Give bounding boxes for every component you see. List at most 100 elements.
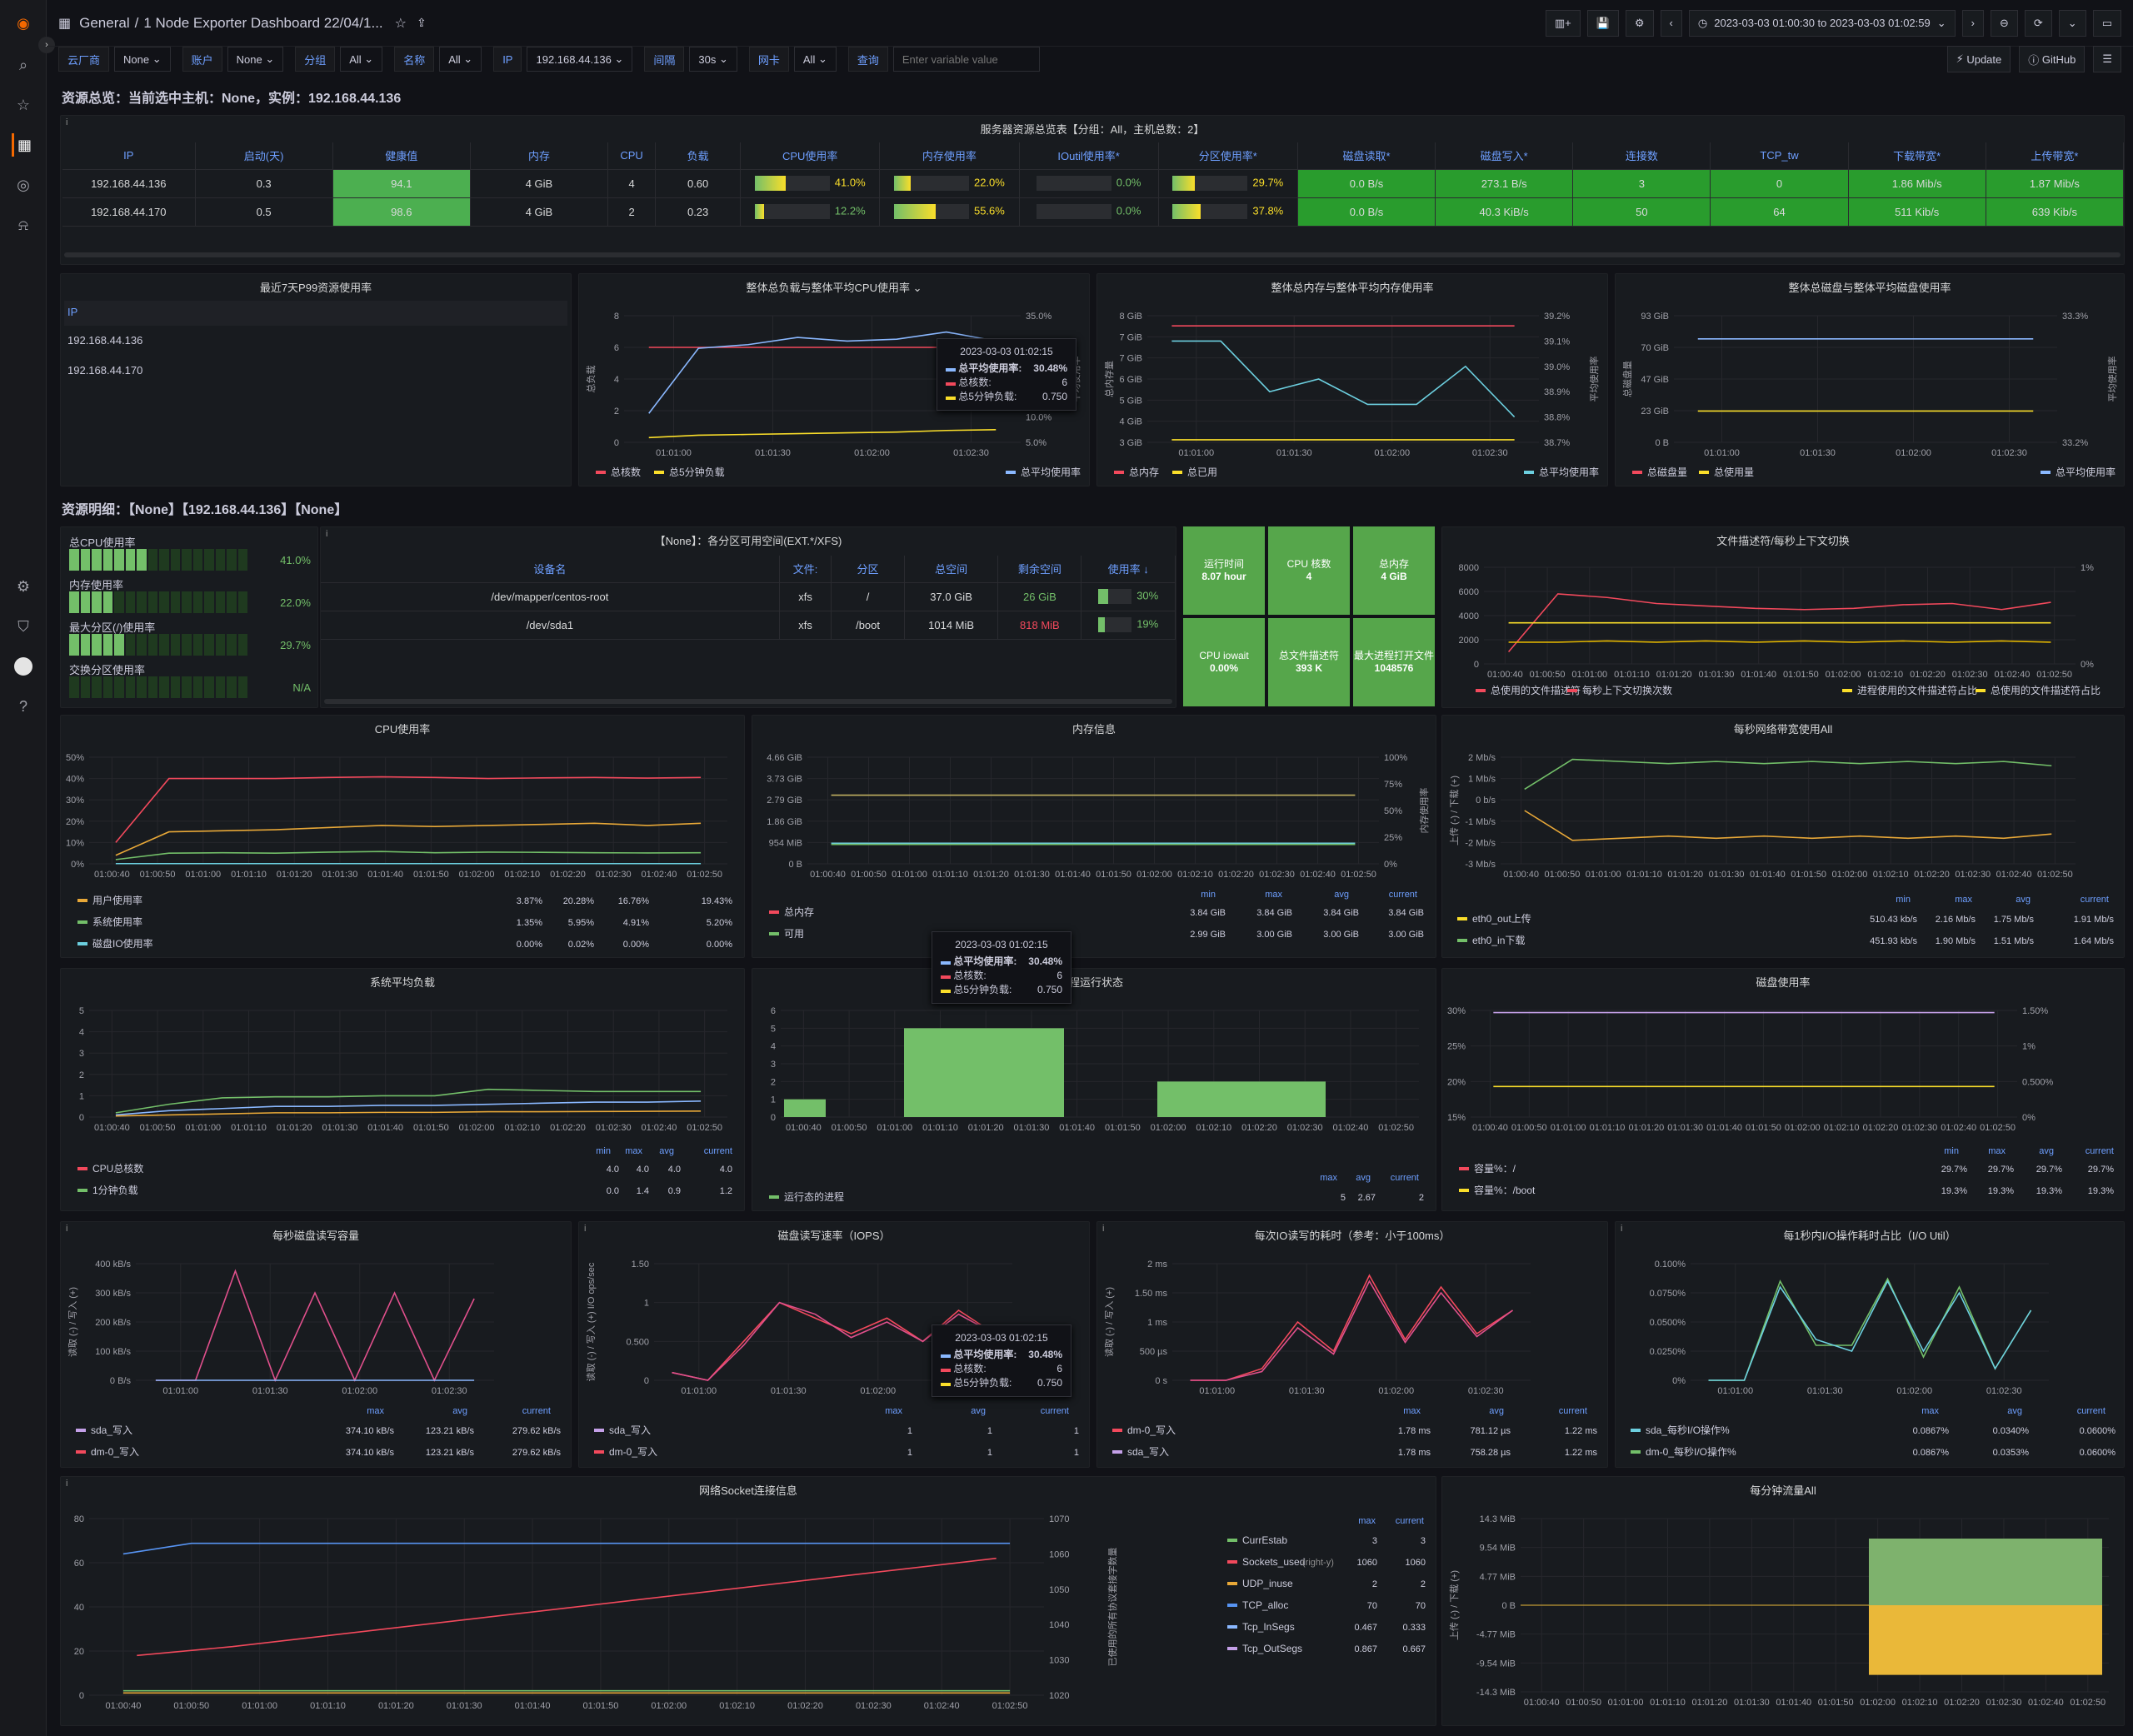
var-select-account[interactable]: None ⌄ [227,47,284,72]
dashboard-title[interactable]: 1 Node Exporter Dashboard 22/04/1... [143,14,383,31]
table-row[interactable]: /dev/mapper/centos-root xfs / 37.0 GiB 2… [321,582,1176,611]
help-icon[interactable]: ? [18,697,27,715]
tv-mode-icon[interactable]: ▭ [2092,9,2121,37]
col-mount[interactable]: 分区 [831,556,905,583]
save-icon[interactable]: 💾 [1586,9,1619,37]
shield-icon[interactable]: ⛉ [17,617,29,635]
info-icon[interactable]: i [584,1224,587,1234]
col-health[interactable]: 健康值 [332,142,471,170]
var-query-input[interactable] [892,47,1040,72]
update-button[interactable]: ⚡ Update [1946,46,2011,72]
col-disk-write[interactable]: 磁盘写入* [1435,142,1574,170]
var-select-name[interactable]: All ⌄ [439,47,482,72]
horizontal-scrollbar[interactable] [324,699,1172,704]
table-row[interactable]: 192.168.44.170 0.5 98.6 4 GiB 2 0.23 12.… [62,197,2124,227]
col-cpu-pct[interactable]: CPU使用率 [740,142,881,170]
row-detail-title[interactable]: 资源明细：【None】【192.168.44.136】【None】 [62,503,348,517]
col-conn[interactable]: 连接数 [1572,142,1711,170]
legend-swatch [1631,1450,1641,1454]
table-row[interactable]: /dev/sda1 xfs /boot 1014 MiB 818 MiB 19% [321,611,1176,640]
refresh-interval-dropdown[interactable]: ⌄ [2058,9,2086,37]
gear-icon[interactable]: ⚙ [16,577,31,595]
col-fs[interactable]: 文件: [779,556,832,583]
bell-icon[interactable]: ⍾ [18,216,28,233]
col-disk-read[interactable]: 磁盘读取* [1297,142,1436,170]
avatar[interactable] [12,655,35,678]
col-free[interactable]: 剩余空间 [997,556,1082,583]
ioutil-chart[interactable]: 0.100% 0.0750% 0.0500% 0.0250% 0% 01:01:00 01:… [1616,1222,2125,1468]
breadcrumb-root[interactable]: General [79,14,130,31]
x-tick-label: 01:02:00 [1151,1123,1186,1133]
iops-chart[interactable]: 1.5010.500001:01:0001:01:3001:02:0001:02… [579,1222,1090,1468]
search-icon[interactable]: ⌕ [18,56,28,73]
list-item[interactable]: 192.168.44.170 [67,364,143,377]
col-down[interactable]: 下载带宽* [1848,142,1986,170]
col-ip[interactable]: IP [62,142,196,170]
expand-nav-icon[interactable]: › [38,37,55,53]
star-icon[interactable]: ☆ [16,96,31,113]
add-panel-button[interactable]: ▥+ [1545,9,1581,37]
time-picker[interactable]: ◷ 2023-03-03 01:00:30 to 2023-03-03 01:02… [1688,9,1956,37]
col-tcp-tw[interactable]: TCP_tw [1710,142,1849,170]
proc-chart[interactable]: 6 5 4 3 2 1 0 01:00:40 01:00:50 01:01:00 01:01:10 0… [752,969,1436,1211]
mem-total-chart[interactable]: 8 GiB 7 GiB 7 GiB 6 GiB 5 GiB 4 GiB 3 GiB 01:01… [1097,274,1608,486]
var-select-nic[interactable]: All ⌄ [793,47,837,72]
flow-chart[interactable]: 14.3 MiB 9.54 MiB 4.77 MiB 0 B -4.77 MiB -9.5… [1442,1477,2125,1726]
info-icon[interactable]: i [66,117,68,127]
info-icon[interactable]: i [66,1479,68,1489]
time-back-button[interactable]: ‹ [1660,9,1682,37]
col-mem-pct[interactable]: 内存使用率 [879,142,1020,170]
col-uptime[interactable]: 启动(天) [195,142,333,170]
time-forward-button[interactable]: › [1961,9,1984,37]
iotime-chart[interactable]: 2 ms 1.50 ms 1 ms 500 µs 0 s 01:01:00 01:01:30… [1097,1222,1608,1468]
cpu-usage-chart[interactable]: 50% 40% 30% 20% 10% 0% 01:00:40 01:00:50 01:01:0… [61,716,745,958]
col-io-pct[interactable]: IOutil使用率* [1019,142,1159,170]
info-icon[interactable]: i [66,1224,68,1234]
refresh-icon[interactable]: ⟳ [2024,9,2052,37]
col-part-pct[interactable]: 分区使用率* [1158,142,1298,170]
settings-icon[interactable]: ⚙ [1625,9,1654,37]
socket-chart[interactable]: 80 60 40 20 0 01:00:40 01:00:50 01:01:00 01:01:1… [61,1477,1436,1726]
x-tick-label: 01:01:30 [1800,448,1836,458]
bar-gauge [893,204,969,219]
star-icon[interactable]: ☆ [394,16,407,31]
info-icon[interactable]: i [1621,1224,1623,1234]
menu-icon[interactable]: ☰ [2093,46,2121,72]
diskuse-chart[interactable]: 30% 25% 20% 15% 01:00:40 01:00:50 01:01:00 01:0… [1442,969,2125,1211]
horizontal-scrollbar[interactable] [64,252,2121,257]
info-icon[interactable]: i [1102,1224,1105,1234]
info-icon[interactable]: i [326,529,328,539]
legend-col-header: current [2081,895,2109,905]
share-icon[interactable]: ⇪ [416,16,427,29]
table-row[interactable]: 192.168.44.136 0.3 94.1 4 GiB 4 0.60 41.… [62,169,2124,198]
dashboards-icon[interactable]: ▦ [12,133,35,157]
col-load[interactable]: 负载 [655,142,742,170]
cell-ip[interactable]: 192.168.44.170 [62,197,196,227]
col-mem[interactable]: 内存 [470,142,609,170]
col-usage[interactable]: 使用率 ↓ [1081,556,1176,583]
x-tick-label: 01:01:00 [681,1386,717,1396]
var-select-ip[interactable]: 192.168.44.136 ⌄ [527,47,633,72]
col-cpu[interactable]: CPU [607,142,657,170]
list-item[interactable]: 192.168.44.136 [67,334,143,347]
explore-icon[interactable]: ◎ [17,176,30,193]
var-select-cloud[interactable]: None ⌄ [114,47,171,72]
disk-total-chart[interactable]: 93 GiB 70 GiB 47 GiB 23 GiB 0 B 01:01:00 01:01… [1616,274,2125,486]
net-chart[interactable]: 2 Mb/s 1 Mb/s 0 b/s -1 Mb/s -2 Mb/s -3 Mb/s 01… [1442,716,2125,958]
var-select-interval[interactable]: 30s ⌄ [689,47,737,72]
github-button[interactable]: ⓘ GitHub [2019,46,2086,72]
col-total[interactable]: 总空间 [904,556,999,583]
legend-value: 70 [1416,1601,1426,1611]
var-select-group[interactable]: All ⌄ [340,47,383,72]
col-up[interactable]: 上传带宽* [1986,142,2124,170]
fd-chart[interactable]: 8000 6000 4000 2000 0 01:00:40 01:00:50 01:01:0… [1442,527,2125,708]
sysload-chart[interactable]: 5 4 3 2 1 0 01:00:40 01:00:50 01:01:00 01:01:10 01… [61,969,745,1211]
diskrw-chart[interactable]: 400 kB/s 300 kB/s 200 kB/s 100 kB/s 0 B/s 01:… [61,1222,572,1468]
p99-header[interactable]: IP [64,301,567,326]
zoom-out-icon[interactable]: ⊖ [1990,9,2018,37]
grafana-logo-icon[interactable]: ◉ [17,14,30,32]
col-device[interactable]: 设备名 [321,556,780,583]
cell-ip[interactable]: 192.168.44.136 [62,169,196,198]
mem-info-chart[interactable]: 4.66 GiB 3.73 GiB 2.79 GiB 1.86 GiB 954 MiB 0… [752,716,1436,958]
row-overview-title[interactable]: 资源总览：当前选中主机：None，实例：192.168.44.136 [62,92,402,106]
